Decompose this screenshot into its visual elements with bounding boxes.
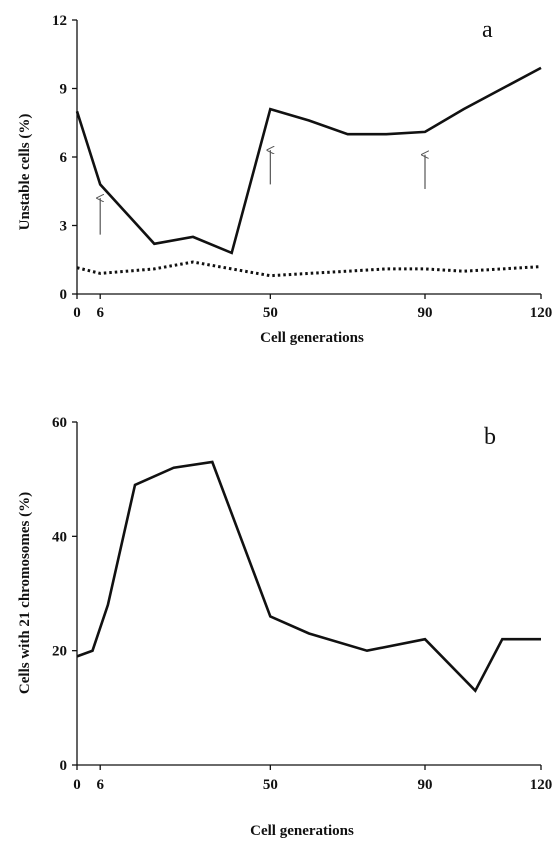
y-axis-title-b: Cells with 21 chromosomes (%)	[17, 492, 33, 694]
y-tick-label: 3	[60, 219, 68, 235]
x-tick-label: 90	[418, 777, 433, 793]
x-tick-label: 50	[263, 777, 278, 793]
series-group-b	[76, 460, 541, 693]
y-axis-title-a: Unstable cells (%)	[17, 114, 33, 231]
x-axis-title-b: Cell generations	[250, 823, 354, 839]
y-tick-label: 60	[52, 415, 67, 431]
x-tick-label: 120	[530, 777, 553, 793]
x-tick-label: 120	[530, 305, 553, 321]
y-tick-label: 0	[60, 758, 68, 774]
y-tick-label: 40	[52, 529, 67, 545]
x-tick-label: 0	[73, 305, 81, 321]
annotation-arrows-a	[100, 150, 425, 235]
y-tick-label: 0	[60, 287, 68, 303]
series-line-solid	[76, 460, 541, 693]
x-axis-title-a: Cell generations	[260, 330, 364, 346]
panel-label-b: b	[484, 424, 496, 450]
x-tick-label: 6	[96, 777, 104, 793]
y-tick-label: 12	[52, 13, 67, 29]
x-tick-label: 90	[418, 305, 433, 321]
y-tick-label: 20	[52, 644, 67, 660]
x-tick-label: 0	[73, 777, 81, 793]
x-tick-label: 6	[96, 305, 104, 321]
y-tick-label: 9	[60, 82, 68, 98]
series-group-a	[75, 66, 542, 278]
x-tick-label: 50	[263, 305, 278, 321]
series-line-dotted	[76, 260, 542, 278]
panel-label-a: a	[482, 17, 493, 43]
y-tick-label: 6	[60, 150, 68, 166]
series-line-solid	[75, 66, 542, 255]
